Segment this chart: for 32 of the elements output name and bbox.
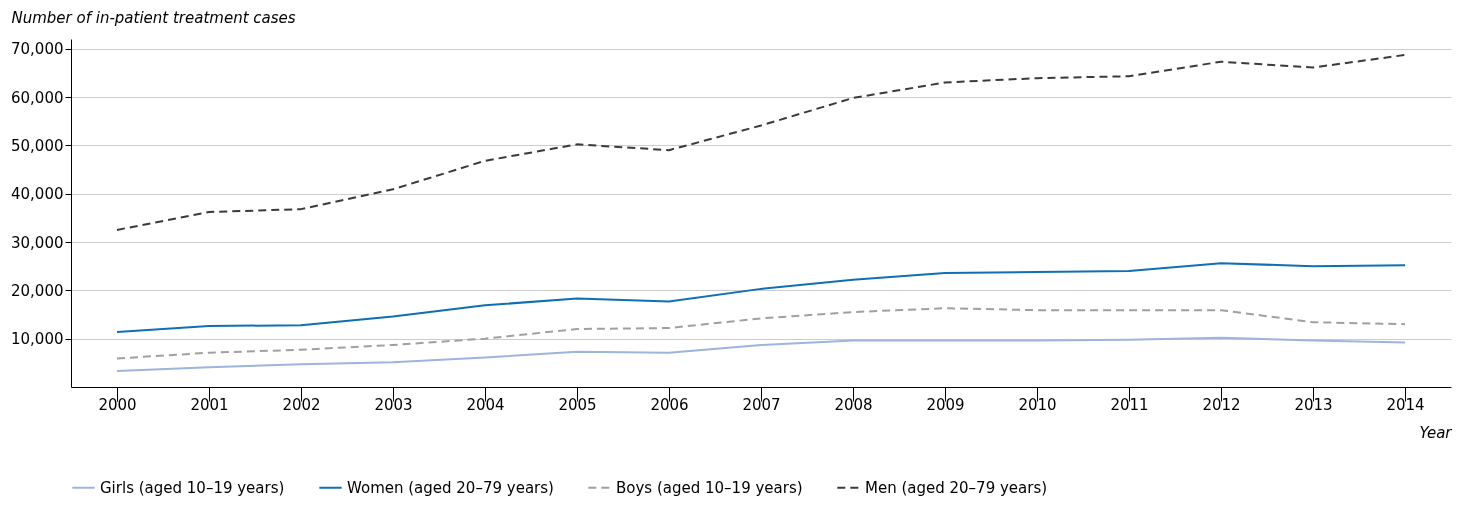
line-series	[116, 307, 1406, 360]
legend-label: Men (aged 20–79 years)	[865, 478, 1048, 497]
x-axis-title: Year	[1419, 423, 1453, 442]
x-tick-label: 2003	[374, 395, 413, 414]
x-tick-label: 2001	[190, 395, 229, 414]
y-tick-label: 70,000	[11, 40, 64, 59]
x-tick-label: 2010	[1018, 395, 1057, 414]
y-tick-label: 20,000	[11, 281, 64, 300]
x-tick-label: 2012	[1202, 395, 1241, 414]
x-tick-label: 2002	[282, 395, 321, 414]
x-tick-label: 2004	[466, 395, 505, 414]
line-series	[116, 53, 1406, 231]
x-tick-label: 2007	[742, 395, 781, 414]
x-tick-label: 2011	[1110, 395, 1149, 414]
x-tick-label: 2014	[1386, 395, 1425, 414]
y-tick-label: 50,000	[11, 136, 64, 155]
x-tick-label: 2000	[98, 395, 137, 414]
line-series	[116, 262, 1406, 333]
y-tick-label: 30,000	[11, 233, 64, 252]
y-tick-label: 60,000	[11, 88, 64, 107]
x-tick-label: 2009	[926, 395, 965, 414]
x-tick-label: 2013	[1294, 395, 1333, 414]
legend-label: Boys (aged 10–19 years)	[616, 478, 803, 497]
x-tick-label: 2008	[834, 395, 873, 414]
legend-label: Women (aged 20–79 years)	[347, 478, 554, 497]
y-tick-label: 40,000	[11, 185, 64, 204]
legend-label: Girls (aged 10–19 years)	[100, 478, 285, 497]
line-series	[116, 336, 1406, 373]
x-tick-label: 2006	[650, 395, 689, 414]
x-tick-label: 2005	[558, 395, 597, 414]
y-tick-label: 10,000	[11, 330, 64, 349]
y-axis-title: Number of in-patient treatment cases	[11, 8, 296, 27]
